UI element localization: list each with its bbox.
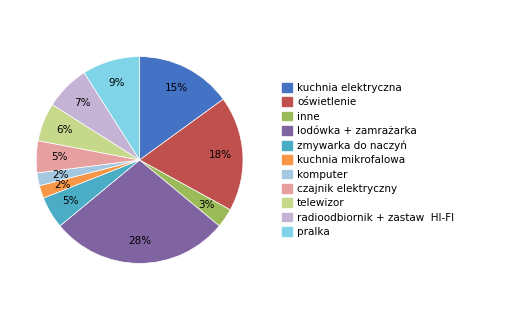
Wedge shape: [36, 140, 140, 173]
Text: 5%: 5%: [51, 152, 67, 163]
Text: 5%: 5%: [62, 196, 79, 206]
Wedge shape: [140, 57, 223, 160]
Text: 15%: 15%: [164, 83, 188, 93]
Text: 9%: 9%: [109, 77, 125, 88]
Text: 6%: 6%: [56, 125, 73, 135]
Text: 2%: 2%: [52, 170, 69, 180]
Wedge shape: [38, 105, 140, 160]
Legend: kuchnia elektryczna, oświetlenie, inne, lodówka + zamrażarka, zmywarka do naczyń: kuchnia elektryczna, oświetlenie, inne, …: [279, 80, 457, 240]
Wedge shape: [140, 99, 243, 210]
Wedge shape: [84, 57, 140, 160]
Wedge shape: [39, 160, 140, 198]
Text: 28%: 28%: [128, 236, 151, 246]
Wedge shape: [43, 160, 140, 226]
Wedge shape: [60, 160, 219, 263]
Text: 3%: 3%: [198, 200, 215, 210]
Text: 18%: 18%: [208, 150, 232, 160]
Text: 2%: 2%: [55, 180, 71, 190]
Text: 7%: 7%: [74, 98, 91, 108]
Wedge shape: [37, 160, 140, 186]
Wedge shape: [52, 73, 140, 160]
Wedge shape: [140, 160, 230, 226]
